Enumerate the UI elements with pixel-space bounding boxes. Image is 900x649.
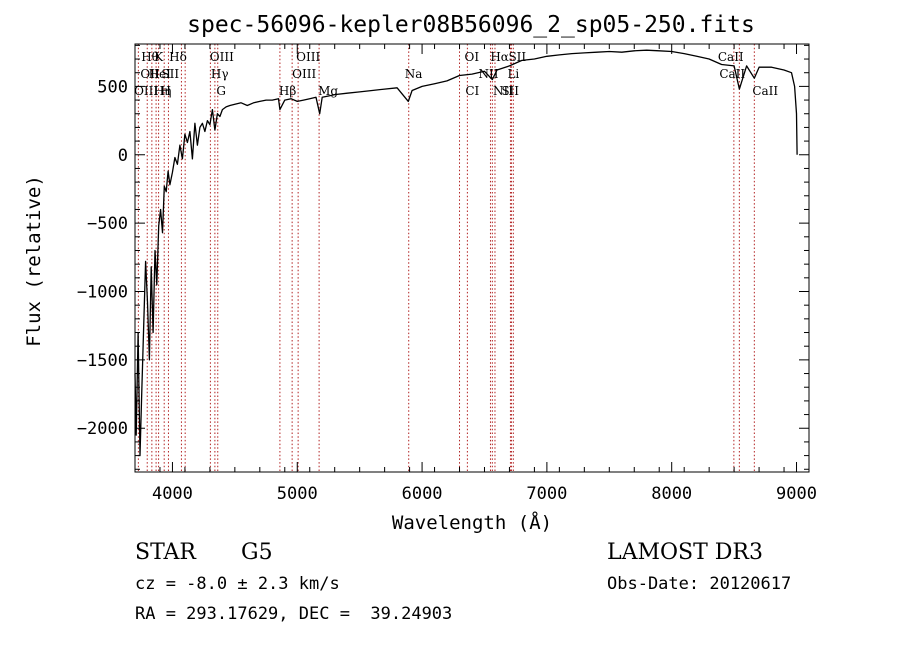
- y-axis-ticks: −2000 −1500 −1000 −500 0 500: [77, 44, 809, 470]
- line-label-14: OIII: [292, 67, 316, 81]
- survey-name: LAMOST DR3: [607, 540, 763, 565]
- x-tick-label-1: 5000: [277, 484, 318, 504]
- spectrum-line: [134, 49, 798, 457]
- line-label-11: G: [216, 84, 226, 98]
- line-label-26: CaII: [719, 67, 745, 81]
- y-tick-label-1: −1500: [77, 351, 128, 371]
- line-label-24: SII: [501, 84, 519, 98]
- line-label-19: Hα: [490, 50, 509, 64]
- line-label-0: Hθ: [141, 50, 159, 64]
- x-tick-label-4: 8000: [651, 484, 692, 504]
- y-tick-label-4: 0: [118, 146, 128, 166]
- line-label-27: CaII: [752, 84, 778, 98]
- y-tick-label-0: −2000: [77, 419, 128, 439]
- line-label-18: CI: [465, 84, 479, 98]
- line-label-2: OIII: [134, 84, 158, 98]
- line-label-5: Hη: [154, 84, 172, 98]
- y-tick-label-5: 500: [97, 77, 128, 97]
- line-label-23: NII: [493, 84, 513, 98]
- line-label-9: OIII: [210, 50, 234, 64]
- plot-frame: [134, 43, 810, 473]
- line-label-3: K: [154, 50, 164, 64]
- line-label-16: Na: [405, 67, 423, 81]
- line-label-6: H: [160, 84, 170, 98]
- x-tick-label-2: 6000: [402, 484, 443, 504]
- observation-date: Obs-Date: 20120617: [607, 574, 792, 594]
- line-label-1: OII: [140, 67, 160, 81]
- chart-title: spec-56096-kepler08B56096_2_sp05-250.fit…: [187, 12, 755, 38]
- spectral-subclass: G5: [241, 540, 273, 565]
- line-label-4: HeI: [149, 67, 172, 81]
- y-axis-label: Flux (relative): [23, 175, 45, 347]
- line-label-10: Hγ: [211, 67, 229, 81]
- redshift-value: cz = -8.0 ± 2.3 km/s: [135, 574, 340, 594]
- spectral-line-markers: [137, 44, 755, 472]
- line-label-17: OI: [465, 50, 480, 64]
- x-tick-label-5: 9000: [776, 484, 817, 504]
- line-label-8: SII: [161, 67, 179, 81]
- line-label-13: OIII: [296, 50, 320, 64]
- sky-coordinates: RA = 293.17629, DEC = 39.24903: [135, 604, 453, 624]
- object-class: STAR: [135, 540, 196, 565]
- x-tick-label-0: 4000: [152, 484, 193, 504]
- line-label-12: Hβ: [279, 84, 296, 98]
- x-axis-label: Wavelength (Å): [392, 511, 552, 534]
- x-tick-label-3: 7000: [526, 484, 567, 504]
- y-tick-label-2: −1000: [77, 283, 128, 303]
- line-label-25: CaII: [718, 50, 744, 64]
- y-tick-label-3: −500: [87, 214, 128, 234]
- x-axis-ticks: 4000 5000 6000 7000 8000 9000: [152, 44, 817, 504]
- line-label-22: Li: [507, 67, 519, 81]
- line-label-7: Hδ: [169, 50, 187, 64]
